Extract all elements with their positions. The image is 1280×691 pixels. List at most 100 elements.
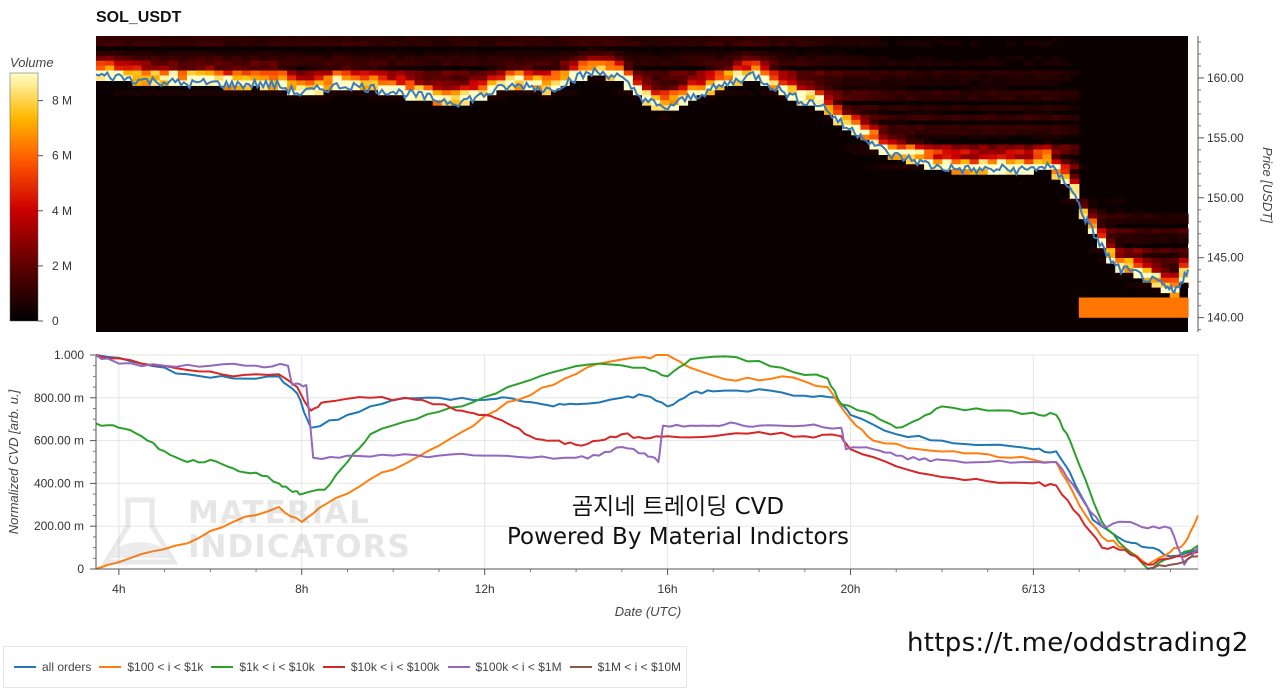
legend-item[interactable]: $100 < i < $1k bbox=[99, 660, 203, 674]
heatmap-cell bbox=[369, 95, 379, 101]
heatmap-cell bbox=[660, 60, 670, 67]
heatmap-cell bbox=[187, 65, 197, 72]
heatmap-cell bbox=[1097, 297, 1107, 303]
heatmap-cell bbox=[805, 60, 816, 67]
heatmap-cell bbox=[915, 139, 925, 146]
heatmap-cell bbox=[369, 90, 379, 96]
heatmap-cell bbox=[1169, 233, 1180, 239]
heatmap-cell bbox=[942, 75, 952, 81]
heatmap-cell bbox=[241, 70, 252, 77]
heatmap-cell bbox=[359, 60, 370, 67]
heatmap-cell bbox=[651, 36, 661, 42]
heatmap-cell bbox=[933, 154, 943, 160]
heatmap-cell bbox=[405, 50, 416, 57]
heatmap-cell bbox=[1133, 233, 1144, 239]
heatmap-cell bbox=[223, 65, 234, 72]
heatmap-cell bbox=[450, 100, 461, 106]
heatmap-cell bbox=[387, 70, 397, 77]
heatmap-cell bbox=[369, 50, 379, 57]
heatmap-cell bbox=[1024, 169, 1034, 175]
cvd-y-tick-label: 400.00 m bbox=[34, 476, 84, 490]
heatmap-cell bbox=[141, 40, 152, 47]
legend-item[interactable]: $100k < i < $1M bbox=[447, 660, 562, 674]
legend-item[interactable]: $1k < i < $10k bbox=[211, 660, 315, 674]
heatmap-cell bbox=[487, 70, 497, 77]
heatmap-cell bbox=[551, 55, 561, 62]
heatmap-cell bbox=[177, 70, 188, 77]
heatmap-cell bbox=[1106, 302, 1116, 308]
heatmap-cell bbox=[687, 60, 698, 67]
heatmap-cell bbox=[123, 50, 133, 57]
heatmap-cell bbox=[1151, 312, 1162, 318]
heatmap-cell bbox=[441, 95, 452, 101]
heatmap-cell bbox=[532, 50, 543, 57]
heatmap-cell bbox=[705, 65, 716, 72]
legend-item[interactable]: $10k < i < $100k bbox=[322, 660, 440, 674]
heatmap-cell bbox=[523, 50, 534, 57]
heatmap-cell bbox=[323, 85, 334, 91]
heatmap-cell bbox=[669, 90, 679, 96]
heatmap-cell bbox=[678, 85, 689, 91]
heatmap-cell bbox=[696, 40, 707, 47]
heatmap-cell bbox=[1115, 297, 1125, 303]
heatmap-cell bbox=[915, 105, 925, 111]
heatmap-cell bbox=[769, 50, 780, 57]
heatmap-cell bbox=[205, 70, 215, 77]
heatmap-cell bbox=[478, 60, 488, 67]
heatmap-cell bbox=[678, 55, 689, 62]
heatmap-cell bbox=[450, 60, 461, 67]
heatmap-cell bbox=[514, 40, 525, 47]
heatmap-cell bbox=[1169, 238, 1180, 244]
heatmap-cell bbox=[1115, 253, 1125, 259]
heatmap-cell bbox=[450, 85, 461, 91]
heatmap-cell bbox=[978, 114, 989, 121]
heatmap-cell bbox=[905, 134, 916, 141]
heatmap-cell bbox=[1060, 169, 1071, 175]
heatmap-cell bbox=[560, 65, 570, 72]
heatmap-cell bbox=[696, 60, 707, 67]
heatmap-cell bbox=[241, 40, 252, 47]
heatmap-cell bbox=[869, 75, 880, 81]
heatmap-cell bbox=[632, 40, 643, 47]
heatmap-cell bbox=[933, 164, 943, 170]
heatmap-cell bbox=[614, 75, 625, 81]
heatmap-cell bbox=[651, 60, 661, 67]
heatmap-cell bbox=[969, 144, 980, 151]
heatmap-cell bbox=[159, 90, 170, 96]
heatmap-cell bbox=[396, 65, 406, 72]
heatmap-cell bbox=[933, 159, 943, 165]
heatmap-cell bbox=[805, 85, 816, 91]
legend-item[interactable]: $1M < i < $10M bbox=[569, 660, 681, 674]
heatmap-cell bbox=[978, 134, 989, 141]
heatmap-cell bbox=[587, 60, 598, 67]
heatmap-cell bbox=[414, 55, 425, 62]
heatmap-cell bbox=[1151, 253, 1162, 259]
legend-item[interactable]: all orders bbox=[14, 660, 91, 674]
heatmap-cell bbox=[869, 95, 880, 101]
heatmap-cell bbox=[824, 90, 834, 96]
heatmap-cell bbox=[851, 129, 861, 136]
heatmap-cell bbox=[268, 70, 279, 77]
heatmap-cell bbox=[1060, 159, 1071, 165]
heatmap-cell bbox=[332, 60, 343, 67]
heatmap-cell bbox=[1042, 139, 1053, 146]
heatmap-cell bbox=[705, 70, 716, 77]
heatmap-cell bbox=[751, 70, 761, 77]
heatmap-cell bbox=[869, 114, 880, 121]
heatmap-cell bbox=[996, 159, 1007, 165]
heatmap-cell bbox=[405, 36, 416, 42]
heatmap-cell bbox=[196, 90, 206, 96]
heatmap-cell bbox=[1078, 203, 1089, 210]
heatmap-cell bbox=[323, 36, 334, 42]
heatmap-cell bbox=[1060, 90, 1071, 96]
heatmap-cell bbox=[987, 154, 998, 160]
heatmap-cell bbox=[323, 50, 334, 57]
heatmap-cell bbox=[523, 65, 534, 72]
heatmap-cell bbox=[460, 85, 470, 91]
heatmap-cell bbox=[341, 50, 352, 57]
heatmap-cell bbox=[1142, 312, 1153, 318]
heatmap-cell bbox=[314, 50, 325, 57]
heatmap-cell bbox=[1060, 198, 1071, 205]
heatmap-cell bbox=[250, 36, 261, 42]
heatmap-cell bbox=[1124, 262, 1134, 269]
